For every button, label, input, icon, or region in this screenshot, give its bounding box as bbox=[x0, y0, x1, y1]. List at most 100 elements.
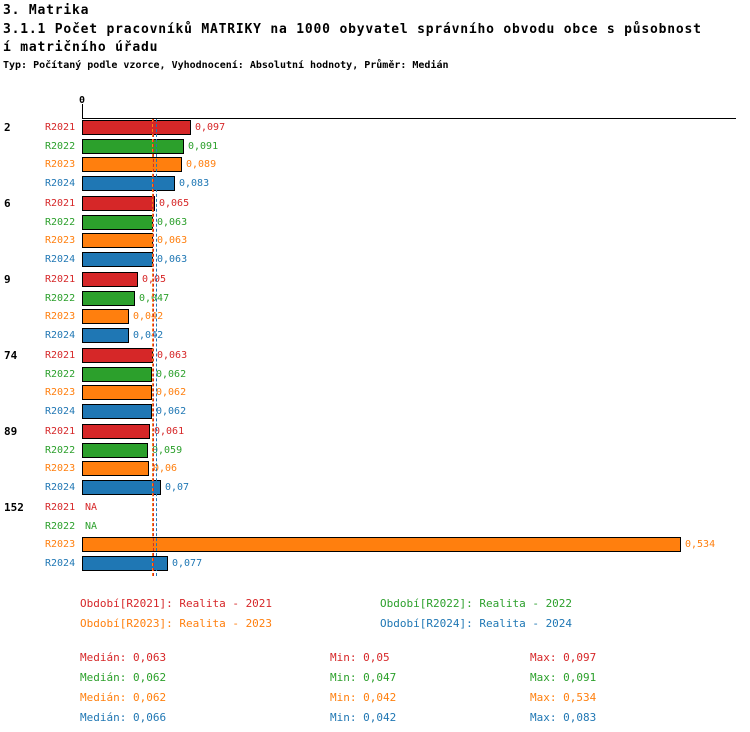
row-series-label: R2024 bbox=[45, 330, 76, 341]
bar-r2023 bbox=[82, 461, 149, 476]
bar-value-label: 0,089 bbox=[186, 159, 217, 170]
chart-title-line1: 3.1.1 Počet pracovníků MATRIKY na 1000 o… bbox=[3, 22, 702, 37]
bar-value-na: NA bbox=[85, 521, 98, 532]
bar-value-label: 0,065 bbox=[159, 198, 190, 209]
bar-value-label: 0,07 bbox=[165, 482, 190, 493]
chart-subtitle: Typ: Počítaný podle vzorce, Vyhodnocení:… bbox=[3, 60, 449, 71]
group-id-label: 6 bbox=[4, 197, 11, 210]
row-series-label: R2023 bbox=[45, 159, 76, 170]
bar-value-label: 0,047 bbox=[139, 293, 170, 304]
row-series-label: R2023 bbox=[45, 311, 76, 322]
row-series-label: R2024 bbox=[45, 558, 76, 569]
row-series-label: R2022 bbox=[45, 369, 76, 380]
group-id-label: 2 bbox=[4, 121, 11, 134]
bar-r2023 bbox=[82, 309, 129, 324]
bar-value-label: 0,042 bbox=[133, 330, 164, 341]
bar-value-na: NA bbox=[85, 502, 98, 513]
legend-item-r2023: Období[R2023]: Realita - 2023 bbox=[80, 617, 273, 630]
stat-max-r2023: Max: 0,534 bbox=[530, 691, 597, 704]
legend-item-r2024: Období[R2024]: Realita - 2024 bbox=[380, 617, 573, 630]
stat-min-r2023: Min: 0,042 bbox=[330, 691, 397, 704]
row-series-label: R2022 bbox=[45, 217, 76, 228]
stat-median-r2024: Medián: 0,066 bbox=[80, 711, 167, 724]
group-id-label: 9 bbox=[4, 273, 11, 286]
row-series-label: R2021 bbox=[45, 502, 76, 513]
stat-min-r2021: Min: 0,05 bbox=[330, 651, 390, 664]
bar-r2022 bbox=[82, 367, 152, 382]
stat-min-r2022: Min: 0,047 bbox=[330, 671, 397, 684]
chart-title-line2: í matričního úřadu bbox=[3, 40, 159, 55]
bar-value-label: 0,05 bbox=[142, 274, 167, 285]
row-series-label: R2022 bbox=[45, 141, 76, 152]
median-line-r2024 bbox=[156, 119, 157, 576]
stat-max-r2021: Max: 0,097 bbox=[530, 651, 597, 664]
group-id-label: 89 bbox=[4, 425, 18, 438]
stat-min-r2024: Min: 0,042 bbox=[330, 711, 397, 724]
row-series-label: R2022 bbox=[45, 521, 76, 532]
bar-value-label: 0,091 bbox=[188, 141, 219, 152]
bar-value-label: 0,059 bbox=[152, 445, 183, 456]
x-axis-zero-label: 0 bbox=[78, 95, 86, 106]
bar-r2023 bbox=[82, 385, 152, 400]
stat-max-r2024: Max: 0,083 bbox=[530, 711, 597, 724]
x-axis-line bbox=[82, 118, 736, 119]
row-series-label: R2024 bbox=[45, 406, 76, 417]
legend-item-r2021: Období[R2021]: Realita - 2021 bbox=[80, 597, 273, 610]
row-series-label: R2024 bbox=[45, 482, 76, 493]
row-series-label: R2021 bbox=[45, 198, 76, 209]
bar-value-label: 0,083 bbox=[179, 178, 210, 189]
bar-r2022 bbox=[82, 139, 184, 154]
row-series-label: R2021 bbox=[45, 274, 76, 285]
stat-median-r2022: Medián: 0,062 bbox=[80, 671, 167, 684]
bar-value-label: 0,042 bbox=[133, 311, 164, 322]
row-series-label: R2022 bbox=[45, 445, 76, 456]
legend-item-r2022: Období[R2022]: Realita - 2022 bbox=[380, 597, 573, 610]
bar-value-label: 0,062 bbox=[156, 369, 187, 380]
stat-median-r2023: Medián: 0,062 bbox=[80, 691, 167, 704]
bar-r2022 bbox=[82, 291, 135, 306]
stat-max-r2022: Max: 0,091 bbox=[530, 671, 597, 684]
x-axis-zero-tick bbox=[82, 104, 83, 118]
bar-r2024 bbox=[82, 328, 129, 343]
bar-r2021 bbox=[82, 196, 155, 211]
bar-r2023 bbox=[82, 537, 681, 552]
section-title: 3. Matrika bbox=[3, 3, 90, 18]
group-id-label: 74 bbox=[4, 349, 18, 362]
bar-value-label: 0,534 bbox=[685, 539, 716, 550]
bar-value-label: 0,063 bbox=[157, 235, 188, 246]
row-series-label: R2021 bbox=[45, 122, 76, 133]
bar-r2023 bbox=[82, 157, 182, 172]
bar-r2024 bbox=[82, 176, 175, 191]
bar-value-label: 0,077 bbox=[172, 558, 203, 569]
bar-r2021 bbox=[82, 272, 138, 287]
median-line-r2021 bbox=[153, 119, 154, 576]
row-series-label: R2023 bbox=[45, 387, 76, 398]
row-series-label: R2023 bbox=[45, 463, 76, 474]
row-series-label: R2023 bbox=[45, 539, 76, 550]
bar-r2024 bbox=[82, 404, 152, 419]
bar-value-label: 0,062 bbox=[156, 387, 187, 398]
bar-value-label: 0,062 bbox=[156, 406, 187, 417]
bar-value-label: 0,063 bbox=[157, 217, 188, 228]
bar-r2021 bbox=[82, 424, 150, 439]
bar-r2021 bbox=[82, 120, 191, 135]
group-id-label: 152 bbox=[4, 501, 24, 514]
row-series-label: R2021 bbox=[45, 350, 76, 361]
bar-r2024 bbox=[82, 480, 161, 495]
bar-value-label: 0,06 bbox=[153, 463, 178, 474]
row-series-label: R2021 bbox=[45, 426, 76, 437]
row-series-label: R2022 bbox=[45, 293, 76, 304]
median-line-r2023 bbox=[152, 119, 153, 576]
row-series-label: R2024 bbox=[45, 178, 76, 189]
bar-value-label: 0,061 bbox=[154, 426, 185, 437]
row-series-label: R2024 bbox=[45, 254, 76, 265]
bar-value-label: 0,063 bbox=[157, 254, 188, 265]
bar-value-label: 0,063 bbox=[157, 350, 188, 361]
bar-r2024 bbox=[82, 556, 168, 571]
row-series-label: R2023 bbox=[45, 235, 76, 246]
bar-value-label: 0,097 bbox=[195, 122, 226, 133]
